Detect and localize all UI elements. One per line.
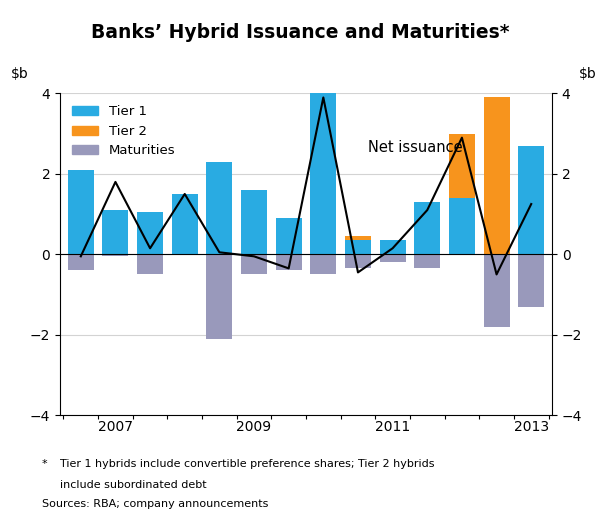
Bar (103, 210, 128, 254)
Bar (172, 194, 198, 254)
Legend: Tier 1, Tier 2, Maturities: Tier 1, Tier 2, Maturities (67, 100, 181, 163)
Bar (310, 254, 337, 275)
Bar (275, 218, 302, 254)
Bar (484, 98, 509, 254)
Bar (345, 236, 371, 240)
Bar (137, 254, 163, 275)
Bar (414, 254, 440, 268)
Text: Net issuance: Net issuance (368, 140, 463, 155)
Bar (241, 254, 267, 275)
Bar (449, 133, 475, 198)
Bar (484, 224, 509, 254)
Bar (518, 146, 544, 254)
Bar (345, 254, 371, 268)
Text: Sources: RBA; company announcements: Sources: RBA; company announcements (42, 499, 268, 509)
Bar (137, 212, 163, 254)
Bar (380, 254, 406, 262)
Bar (310, 93, 337, 254)
Bar (206, 254, 232, 339)
Text: *: * (42, 459, 47, 469)
Bar (484, 254, 509, 327)
Text: Banks’ Hybrid Issuance and Maturities*: Banks’ Hybrid Issuance and Maturities* (91, 23, 509, 43)
Text: include subordinated debt: include subordinated debt (60, 480, 206, 490)
Bar (518, 254, 544, 307)
Bar (241, 190, 267, 254)
Bar (206, 162, 232, 254)
Text: $b: $b (11, 66, 29, 80)
Text: Tier 1 hybrids include convertible preference shares; Tier 2 hybrids: Tier 1 hybrids include convertible prefe… (60, 459, 434, 469)
Bar (449, 198, 475, 254)
Bar (68, 170, 94, 254)
Text: $b: $b (578, 66, 596, 80)
Bar (103, 254, 128, 256)
Bar (414, 202, 440, 254)
Bar (345, 240, 371, 254)
Bar (380, 240, 406, 254)
Bar (68, 254, 94, 270)
Bar (275, 254, 302, 270)
